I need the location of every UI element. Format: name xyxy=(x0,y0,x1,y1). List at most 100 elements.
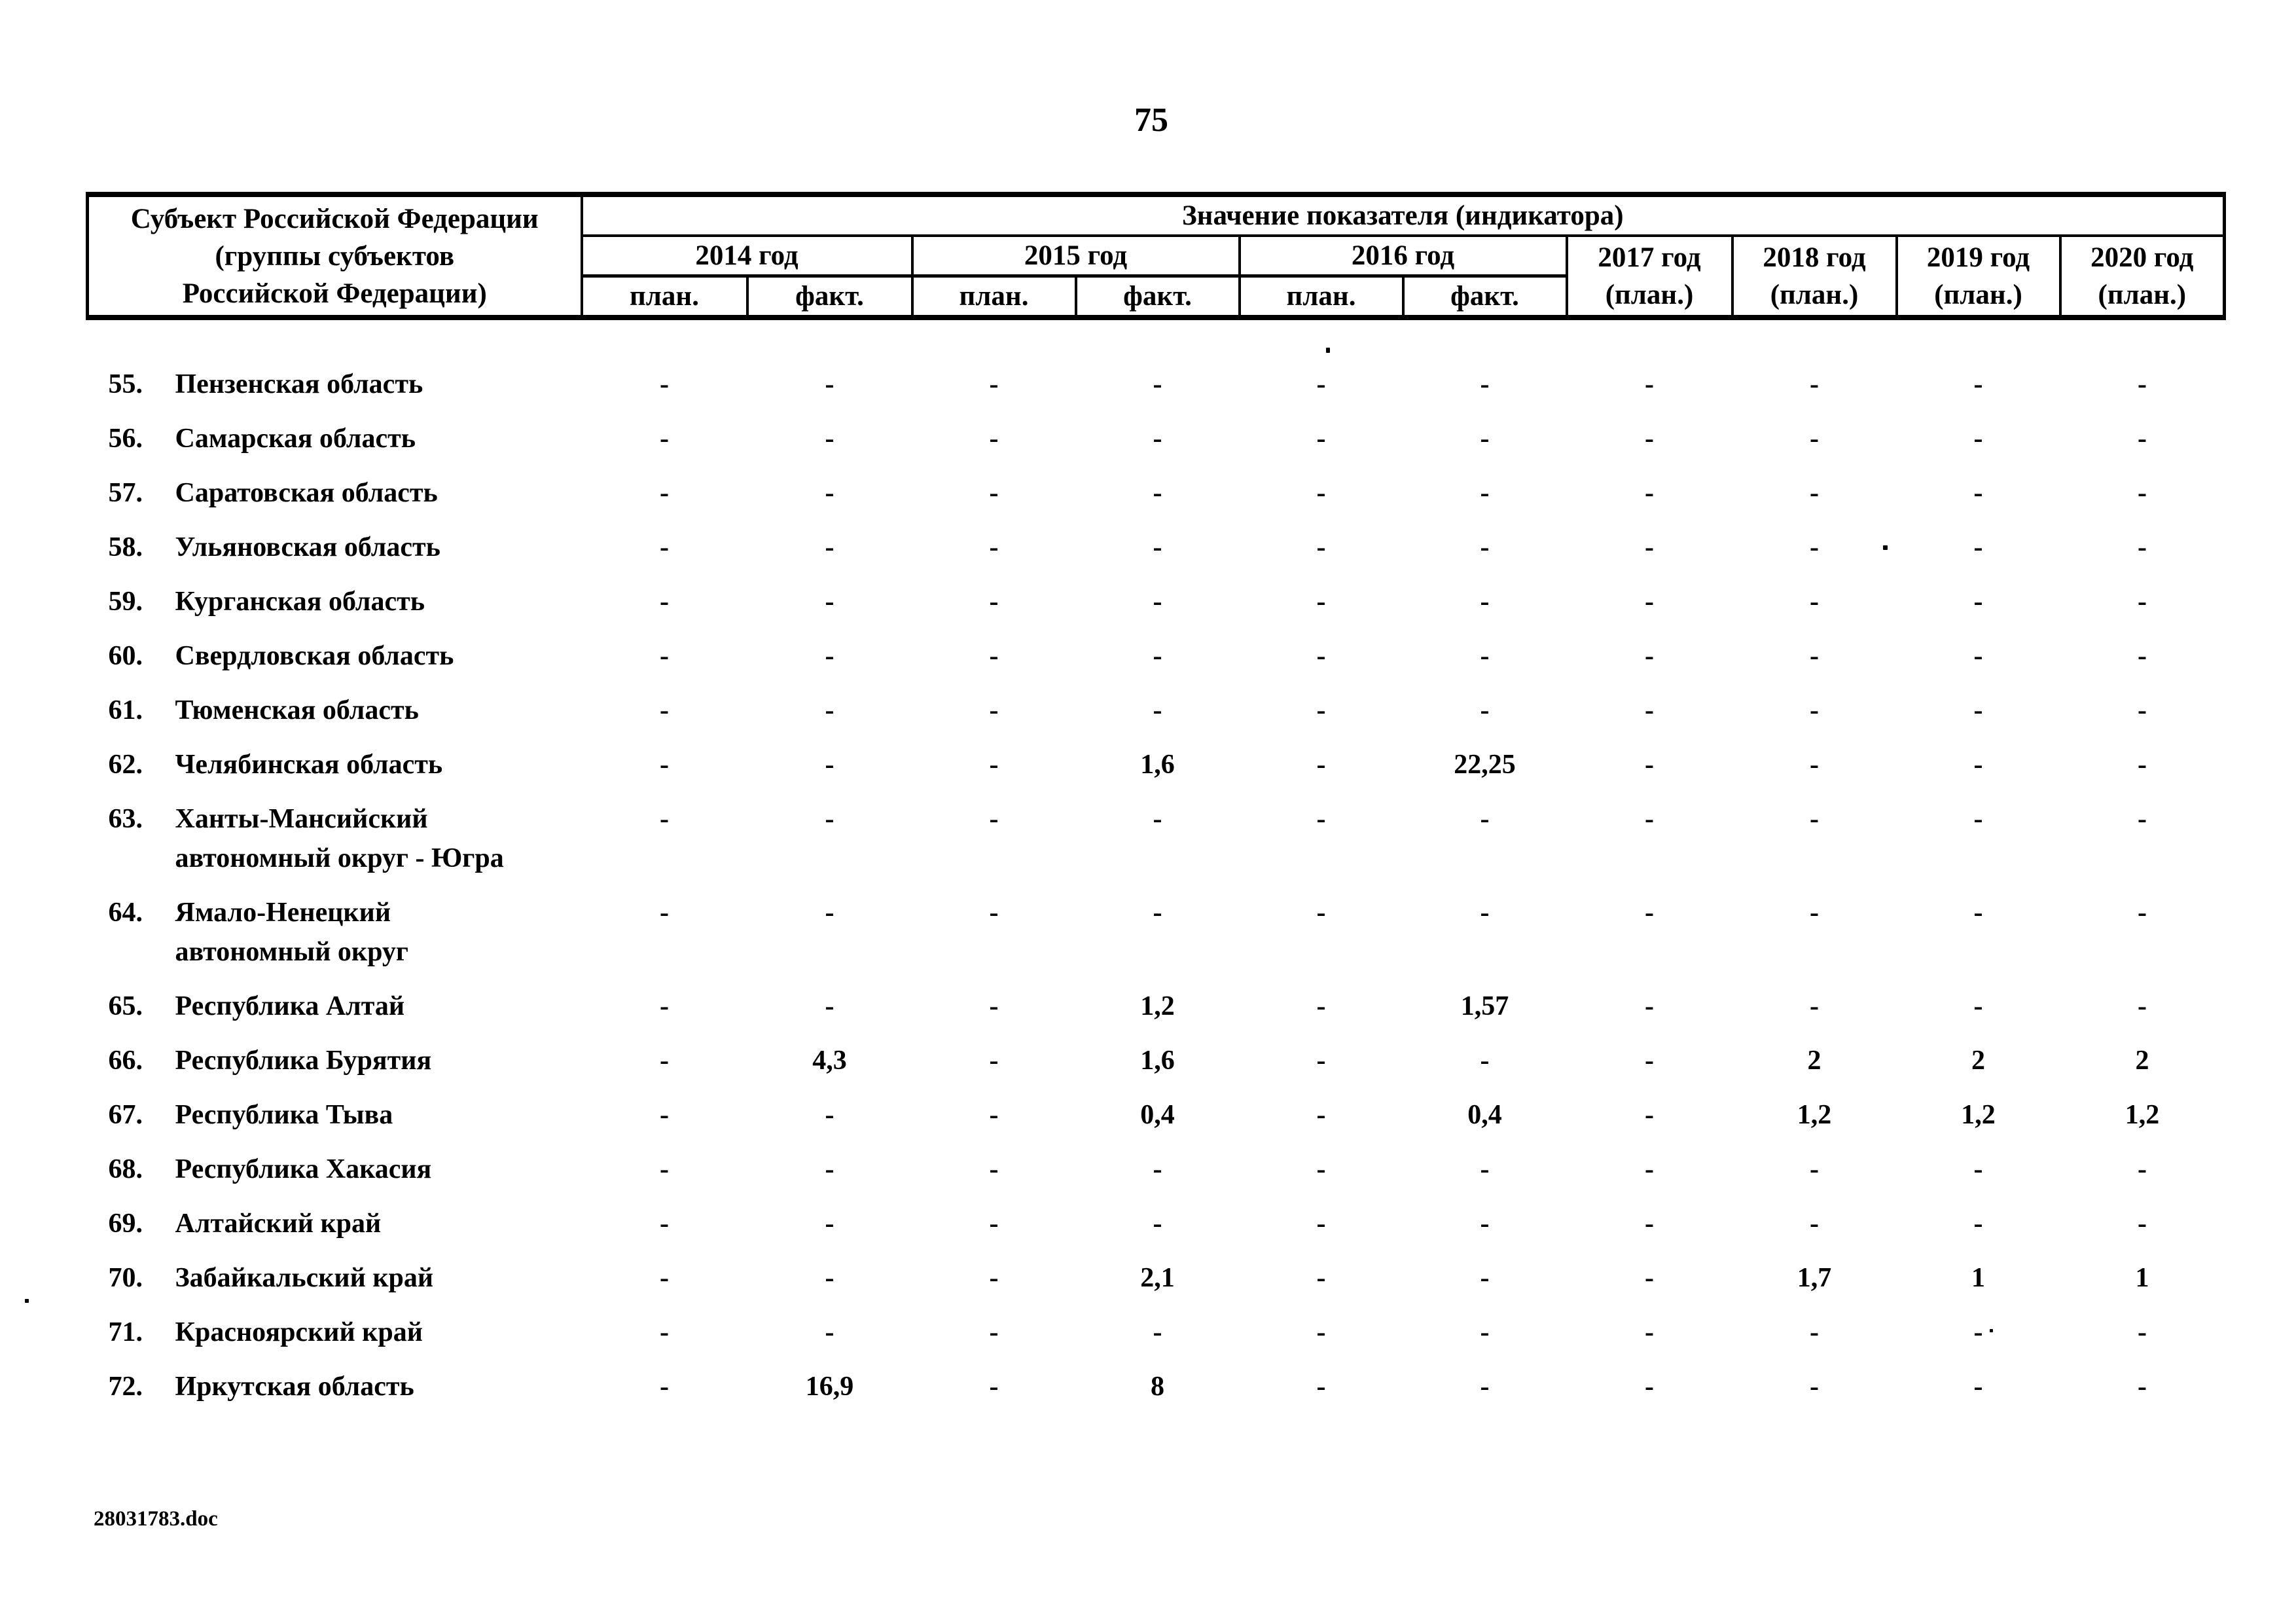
region-name: Республика Алтай xyxy=(175,991,405,1021)
value-cell: - xyxy=(660,532,669,562)
value-cell: - xyxy=(1153,1209,1162,1239)
value-cell: - xyxy=(660,991,669,1021)
value-cell: - xyxy=(1810,1209,1819,1239)
row-number: 62. xyxy=(108,750,143,780)
value-cell: - xyxy=(989,641,999,671)
value-cell: - xyxy=(660,641,669,671)
value-cell: - xyxy=(1316,424,1326,454)
value-cell: 4,3 xyxy=(812,1046,847,1076)
region-cell: 69. Алтайский край xyxy=(88,1204,582,1258)
value-cell: - xyxy=(1316,1209,1326,1239)
region-cell: 56. Самарская область xyxy=(88,419,582,473)
region-name: Республика Хакасия xyxy=(175,1154,432,1184)
header-year-2019-note: (план.) xyxy=(1934,279,2022,310)
value-cell: - xyxy=(1645,695,1654,725)
value-cell: - xyxy=(989,695,999,725)
value-cell: - xyxy=(2138,898,2147,928)
header-year-2016: 2016 год xyxy=(1238,236,1568,278)
value-cell: - xyxy=(1316,1046,1326,1076)
value-cell: - xyxy=(825,1263,834,1293)
region-cell: 65. Республика Алтай xyxy=(88,987,582,1041)
value-cell: - xyxy=(1480,424,1490,454)
region-name: Курганская область xyxy=(175,587,425,617)
value-cell: - xyxy=(825,1100,834,1130)
header-year-2017: 2017 год (план.) xyxy=(1565,236,1734,320)
header-subject-line1: Субъект Российской Федерации xyxy=(130,203,539,234)
value-cell: - xyxy=(660,1263,669,1293)
value-cell: - xyxy=(660,369,669,399)
region-name: Иркутская область xyxy=(175,1372,414,1402)
value-cell: - xyxy=(825,750,834,780)
row-number: 71. xyxy=(108,1317,143,1347)
value-cell: - xyxy=(825,1317,834,1347)
value-cell: - xyxy=(2138,587,2147,617)
value-cell: - xyxy=(1645,369,1654,399)
value-cell: 2 xyxy=(1971,1046,1985,1076)
table-header: Субъект Российской Федерации (группы суб… xyxy=(86,192,2227,320)
value-cell: - xyxy=(989,1263,999,1293)
table-row: 65. Республика Алтай - - - 1,2 - 1,57 - - - - xyxy=(88,987,2225,1041)
header-year-2020-note: (план.) xyxy=(2098,279,2187,310)
value-cell: - xyxy=(825,532,834,562)
value-cell: - xyxy=(1480,369,1490,399)
value-cell: 1 xyxy=(1971,1263,1985,1293)
value-cell: - xyxy=(1316,898,1326,928)
header-year-2014: 2014 год xyxy=(580,236,914,278)
value-cell: - xyxy=(660,898,669,928)
value-cell: - xyxy=(1153,478,1162,508)
value-cell: - xyxy=(1645,1209,1654,1239)
value-cell: - xyxy=(1480,1046,1490,1076)
value-cell: - xyxy=(1973,804,1983,834)
region-name: Республика Бурятия xyxy=(175,1046,432,1076)
region-name: Тюменская область xyxy=(175,695,419,725)
value-cell: - xyxy=(989,804,999,834)
value-cell: - xyxy=(1316,478,1326,508)
value-cell: - xyxy=(825,641,834,671)
value-cell: - xyxy=(660,1046,669,1076)
value-cell: - xyxy=(1480,532,1490,562)
row-number: 72. xyxy=(108,1372,143,1402)
row-number: 55. xyxy=(108,369,143,399)
region-cell: 64. Ямало-Ненецкий автономный округ xyxy=(88,893,582,987)
scan-speck xyxy=(25,1299,29,1303)
region-name: Красноярский край xyxy=(175,1317,423,1347)
header-2016-plan: план. xyxy=(1238,276,1405,320)
table-row: 64. Ямало-Ненецкий автономный округ - - - - - -… xyxy=(88,893,2225,987)
value-cell: - xyxy=(1973,991,1983,1021)
header-year-2020: 2020 год (план.) xyxy=(2058,236,2227,320)
row-number: 69. xyxy=(108,1209,143,1239)
value-cell: - xyxy=(1480,478,1490,508)
value-cell: - xyxy=(1153,369,1162,399)
region-name: Пензенская область xyxy=(175,369,423,399)
value-cell: - xyxy=(2138,478,2147,508)
value-cell: - xyxy=(1973,750,1983,780)
value-cell: - xyxy=(1973,1317,1983,1347)
value-cell: - xyxy=(825,369,834,399)
value-cell: - xyxy=(1316,1154,1326,1184)
row-number: 57. xyxy=(108,478,143,508)
region-cell: 58. Ульяновская область xyxy=(88,528,582,582)
region-cell: 70. Забайкальский край xyxy=(88,1258,582,1313)
value-cell: - xyxy=(1810,750,1819,780)
value-cell: - xyxy=(1153,898,1162,928)
header-year-2017-label: 2017 год xyxy=(1598,242,1701,273)
value-cell: - xyxy=(1645,1100,1654,1130)
value-cell: - xyxy=(989,1046,999,1076)
value-cell: - xyxy=(1810,424,1819,454)
value-cell: - xyxy=(2138,1154,2147,1184)
table-body: 55. Пензенская область - - - - - - - - - - 56. Самарс… xyxy=(88,318,2225,1421)
header-2015-fact: факт. xyxy=(1074,276,1241,320)
value-cell: - xyxy=(1645,1046,1654,1076)
value-cell: - xyxy=(989,1317,999,1347)
value-cell: - xyxy=(1316,587,1326,617)
value-cell: - xyxy=(660,1100,669,1130)
value-cell: - xyxy=(1153,587,1162,617)
region-name: Алтайский край xyxy=(175,1209,382,1239)
value-cell: 0,4 xyxy=(1140,1100,1175,1130)
value-cell: 1 xyxy=(2135,1263,2149,1293)
region-name: Ямало-Ненецкий автономный округ xyxy=(175,898,409,967)
value-cell: 1,57 xyxy=(1460,991,1509,1021)
value-cell: - xyxy=(989,424,999,454)
value-cell: - xyxy=(2138,369,2147,399)
header-year-2018-note: (план.) xyxy=(1770,279,1859,310)
